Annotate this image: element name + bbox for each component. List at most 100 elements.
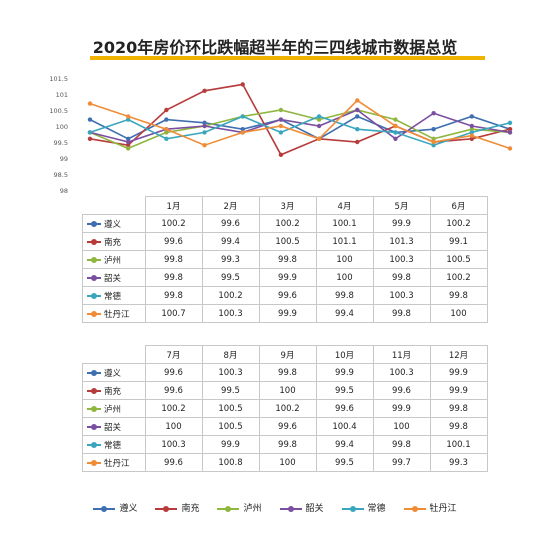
series-name: 牡丹江 bbox=[104, 309, 130, 320]
table-cell: 100.3 bbox=[144, 435, 203, 454]
series-line bbox=[89, 115, 511, 140]
data-point bbox=[431, 136, 436, 141]
data-point bbox=[87, 136, 93, 141]
data-point bbox=[87, 130, 93, 135]
table-cell: 99.8 bbox=[372, 304, 431, 323]
column-header: 1月 bbox=[144, 196, 203, 215]
data-point bbox=[278, 117, 284, 122]
data-table-jan-jun: 1月 2月 3月 4月 5月 6月 遵义 100.2 99.6 100.2 100.1 99.9 100… bbox=[82, 196, 488, 323]
data-point bbox=[202, 123, 207, 129]
table-cell: 99.3 bbox=[429, 453, 488, 472]
table-cell: 100 bbox=[315, 268, 374, 287]
table-cell: 100 bbox=[315, 250, 374, 269]
data-table-jul-dec: 7月 8月 9月 10月 11月 12月 遵义 99.6 100.3 99.8 99.9 100.3 9… bbox=[82, 345, 488, 472]
column-header: 4月 bbox=[315, 196, 374, 215]
data-point bbox=[240, 130, 245, 135]
series-swatch bbox=[87, 370, 101, 376]
column-header: 9月 bbox=[258, 345, 317, 364]
data-point bbox=[355, 107, 360, 113]
data-point bbox=[240, 114, 245, 119]
series-line bbox=[89, 115, 511, 147]
data-point bbox=[202, 120, 207, 126]
data-point bbox=[164, 130, 169, 135]
table-cell: 100.7 bbox=[144, 304, 203, 323]
series-name: 牡丹江 bbox=[104, 458, 130, 469]
table-cell: 99.5 bbox=[315, 381, 374, 400]
series-swatch bbox=[87, 442, 101, 448]
table-cell: 100.2 bbox=[201, 286, 260, 305]
data-point bbox=[316, 117, 322, 122]
row-header: 南充 bbox=[82, 232, 146, 251]
data-point bbox=[355, 98, 360, 103]
row-header: 常德 bbox=[82, 435, 146, 454]
table-cell: 100.1 bbox=[315, 214, 374, 233]
series-line bbox=[89, 109, 511, 143]
table-cell: 99.9 bbox=[258, 304, 317, 323]
series-name: 常德 bbox=[104, 291, 122, 302]
series-name: 南充 bbox=[104, 386, 122, 397]
data-point bbox=[469, 133, 475, 138]
table-cell: 99.8 bbox=[144, 268, 203, 287]
table-cell: 99.8 bbox=[372, 268, 431, 287]
data-point bbox=[507, 130, 513, 135]
data-point bbox=[125, 114, 131, 119]
row-header: 牡丹江 bbox=[82, 304, 146, 323]
column-header: 3月 bbox=[258, 196, 317, 215]
data-point bbox=[278, 107, 284, 113]
data-point bbox=[87, 117, 93, 122]
y-tick-label: 101.5 bbox=[49, 75, 68, 83]
legend-marker bbox=[155, 505, 178, 512]
table-cell: 99.5 bbox=[315, 453, 374, 472]
table-cell: 100.2 bbox=[429, 214, 488, 233]
y-tick-label: 99 bbox=[60, 155, 68, 163]
y-tick-label: 98.5 bbox=[54, 171, 68, 179]
table-cell: 100.4 bbox=[315, 417, 374, 436]
data-point bbox=[393, 123, 398, 129]
table-cell: 99.9 bbox=[429, 381, 488, 400]
table-row: 常德 100.3 99.9 99.8 99.4 99.8 100.1 bbox=[82, 435, 488, 454]
data-point bbox=[355, 139, 360, 145]
title-underline bbox=[90, 56, 485, 60]
data-point bbox=[164, 107, 169, 113]
data-point bbox=[393, 136, 398, 141]
table-row: 泸州 100.2 100.5 100.2 99.6 99.9 99.8 bbox=[82, 399, 488, 418]
legend-item: 遵义 bbox=[93, 501, 137, 514]
table-cell: 100.8 bbox=[201, 453, 260, 472]
table-cell: 99.3 bbox=[201, 250, 260, 269]
table-corner bbox=[83, 197, 146, 215]
data-point bbox=[202, 130, 207, 135]
table-row: 泸州 99.8 99.3 99.8 100 100.3 100.5 bbox=[82, 250, 488, 269]
legend-item: 牡丹江 bbox=[403, 501, 457, 514]
table-cell: 99.9 bbox=[372, 399, 431, 418]
table-cell: 100.2 bbox=[258, 214, 317, 233]
data-point bbox=[469, 130, 475, 135]
series-swatch bbox=[87, 406, 101, 412]
data-point bbox=[355, 114, 360, 119]
table-row: 南充 99.6 99.4 100.5 101.1 101.3 99.1 bbox=[82, 232, 488, 251]
column-header: 8月 bbox=[201, 345, 260, 364]
table-cell: 100 bbox=[372, 417, 431, 436]
table-cell: 100.2 bbox=[429, 268, 488, 287]
column-header: 7月 bbox=[144, 345, 203, 364]
series-name: 泸州 bbox=[104, 255, 122, 266]
legend-item: 韶关 bbox=[279, 501, 324, 514]
table-cell: 101.1 bbox=[315, 232, 374, 251]
data-point bbox=[125, 136, 131, 141]
series-swatch bbox=[87, 460, 101, 466]
series-swatch bbox=[87, 311, 101, 317]
data-point bbox=[125, 146, 131, 151]
data-point bbox=[431, 143, 436, 148]
table-cell: 99.8 bbox=[429, 286, 488, 305]
table-cell: 100.2 bbox=[144, 399, 203, 418]
legend-label: 泸州 bbox=[243, 504, 262, 514]
data-point bbox=[164, 127, 169, 132]
table-row: 牡丹江 99.6 100.8 100 99.5 99.7 99.3 bbox=[82, 453, 488, 472]
legend-label: 牡丹江 bbox=[429, 504, 457, 514]
series-swatch bbox=[87, 424, 101, 430]
series-swatch bbox=[87, 221, 101, 227]
table-cell: 99.7 bbox=[372, 453, 431, 472]
data-point bbox=[469, 114, 475, 119]
column-header: 10月 bbox=[315, 345, 374, 364]
data-point bbox=[507, 127, 513, 132]
series-name: 遵义 bbox=[104, 368, 122, 379]
